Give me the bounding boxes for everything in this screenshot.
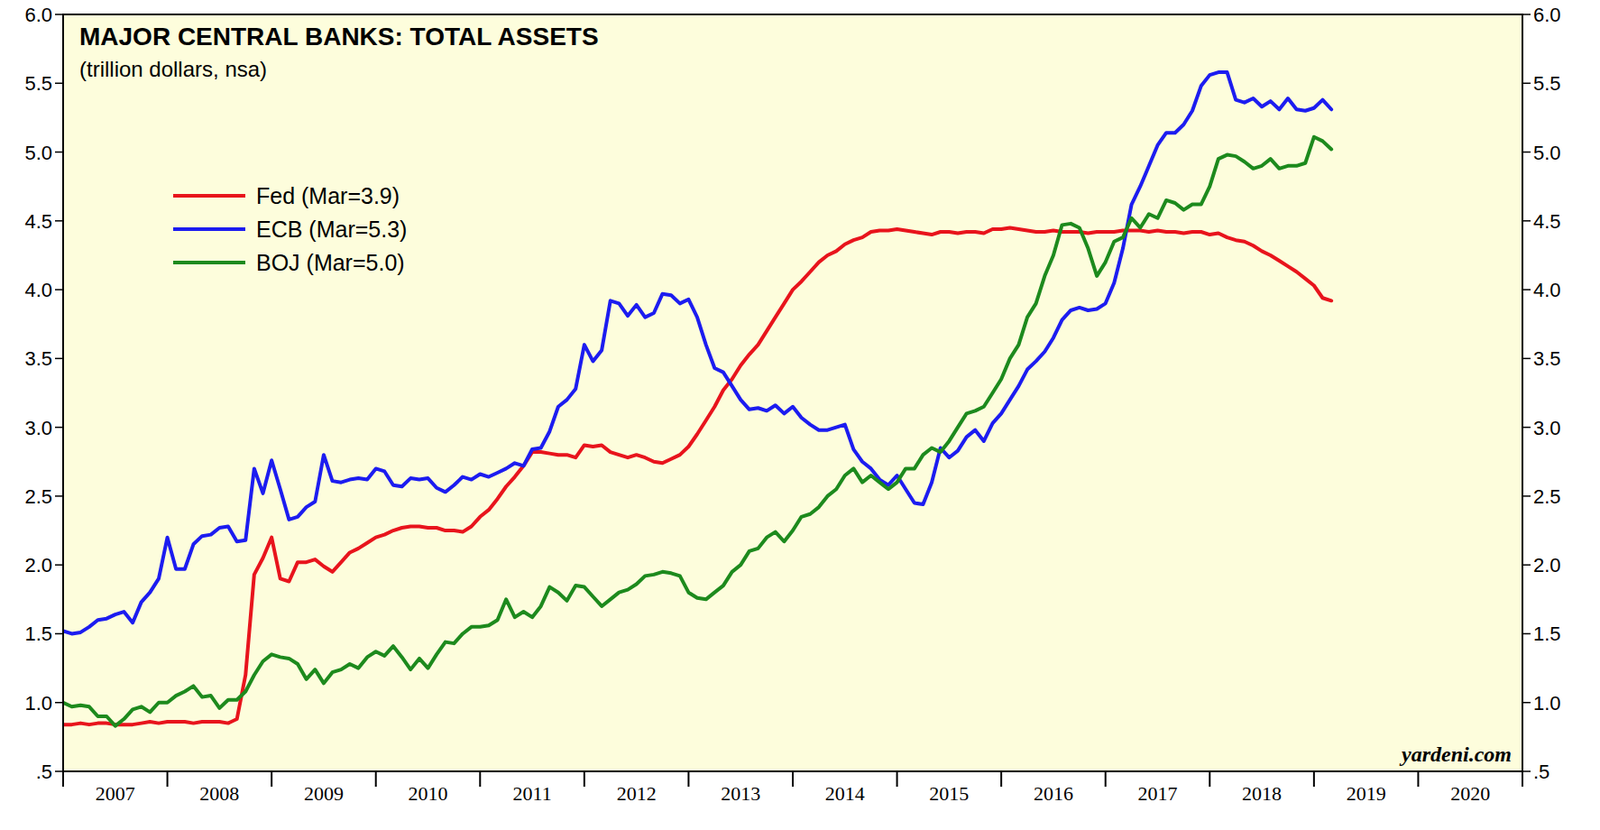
y-tick-label: 1.0 (24, 691, 53, 715)
x-tick (1208, 771, 1211, 787)
y-tick-label: .5 (1533, 760, 1550, 783)
x-tick (166, 771, 169, 787)
source-note: yardeni.com (1398, 742, 1512, 766)
y-tick-label: 5.0 (1533, 141, 1562, 165)
y-tick (1522, 701, 1531, 704)
y-tick-label: 5.5 (1533, 72, 1562, 95)
y-tick-label: 6.0 (1533, 3, 1562, 27)
y-tick-label: 3.5 (24, 347, 53, 370)
x-tick-label: 2009 (303, 781, 344, 805)
x-tick-label: 2019 (1346, 781, 1387, 805)
y-tick-label: 3.5 (1533, 347, 1562, 370)
y-tick-label: 2.0 (24, 553, 53, 577)
x-tick (270, 771, 273, 787)
y-tick (55, 358, 64, 360)
x-tick-label: 2018 (1241, 781, 1282, 805)
plot-area (63, 14, 1523, 772)
y-tick (55, 82, 64, 85)
x-tick (1521, 771, 1524, 787)
y-tick (55, 220, 64, 222)
background (0, 0, 1600, 830)
x-tick-label: 2011 (512, 781, 552, 805)
x-tick-label: 2017 (1138, 781, 1178, 805)
y-tick (55, 151, 64, 154)
y-tick (1522, 770, 1531, 773)
y-tick (55, 495, 64, 497)
y-tick-label: 1.5 (24, 622, 53, 645)
x-tick (1000, 771, 1003, 787)
y-tick-label: 4.0 (24, 278, 53, 302)
y-tick-label: 3.0 (24, 416, 53, 440)
x-tick (1313, 771, 1315, 787)
y-tick (55, 701, 64, 704)
x-tick (896, 771, 899, 787)
legend-swatch (173, 193, 246, 198)
y-tick (1522, 220, 1531, 222)
y-tick (1522, 495, 1531, 497)
y-tick-label: 4.0 (1533, 278, 1562, 302)
y-tick-label: 1.5 (1533, 622, 1562, 645)
x-tick-label: 2014 (825, 781, 865, 805)
y-tick-label: 4.5 (1533, 210, 1562, 233)
y-tick (55, 288, 64, 291)
title: MAJOR CENTRAL BANKS: TOTAL ASSETS (79, 22, 599, 51)
plot-frame (63, 14, 1523, 772)
y-tick (1522, 426, 1531, 429)
x-tick (1104, 771, 1107, 787)
series-line (63, 137, 1332, 727)
y-tick-label: 3.0 (1533, 416, 1562, 440)
y-tick (1522, 358, 1531, 360)
y-tick (55, 633, 64, 635)
y-tick (1522, 563, 1531, 566)
y-tick (1522, 633, 1531, 635)
legend-label: ECB (Mar=5.3) (256, 216, 407, 242)
chart: .5 .5 1.0 1.0 1.5 1.5 2.0 2.0 2.5 2.5 3.0 3.0 3.5 3.5… (0, 0, 1600, 830)
x-tick (687, 771, 690, 787)
y-tick-label: 5.0 (24, 141, 53, 165)
y-tick (1522, 151, 1531, 154)
y-tick-label: 4.5 (24, 210, 53, 233)
subtitle: (trillion dollars, nsa) (79, 56, 267, 82)
legend-label: Fed (Mar=3.9) (256, 183, 400, 209)
series-line (63, 72, 1332, 634)
x-tick (478, 771, 481, 787)
legend-swatch (173, 260, 246, 265)
x-tick (375, 771, 378, 787)
y-tick (1522, 13, 1531, 16)
x-tick-label: 2012 (616, 781, 657, 805)
x-tick-label: 2020 (1450, 781, 1490, 805)
y-tick (55, 13, 64, 16)
y-tick (1522, 288, 1531, 291)
y-tick (55, 770, 64, 773)
legend-label: BOJ (Mar=5.0) (256, 249, 405, 276)
y-tick (55, 563, 64, 566)
y-tick-label: 2.5 (24, 485, 53, 508)
y-tick-label: 2.0 (1533, 553, 1562, 577)
x-tick-label: 2013 (720, 781, 761, 805)
x-tick (1416, 771, 1419, 787)
y-tick-label: 1.0 (1533, 691, 1562, 715)
y-tick-label: .5 (36, 760, 53, 783)
y-tick (1522, 82, 1531, 85)
x-tick (583, 771, 586, 787)
legend-swatch (173, 227, 246, 231)
x-tick-label: 2008 (199, 781, 240, 805)
x-tick (62, 771, 65, 787)
x-tick (791, 771, 794, 787)
x-tick-label: 2015 (928, 781, 969, 805)
series-group (63, 72, 1332, 727)
x-tick-label: 2016 (1033, 781, 1074, 805)
x-tick-label: 2010 (408, 781, 449, 805)
y-tick-label: 5.5 (24, 72, 53, 95)
x-tick-label: 2007 (95, 781, 136, 805)
y-tick (55, 426, 64, 429)
y-tick-label: 6.0 (24, 3, 53, 27)
y-tick-label: 2.5 (1533, 485, 1562, 508)
